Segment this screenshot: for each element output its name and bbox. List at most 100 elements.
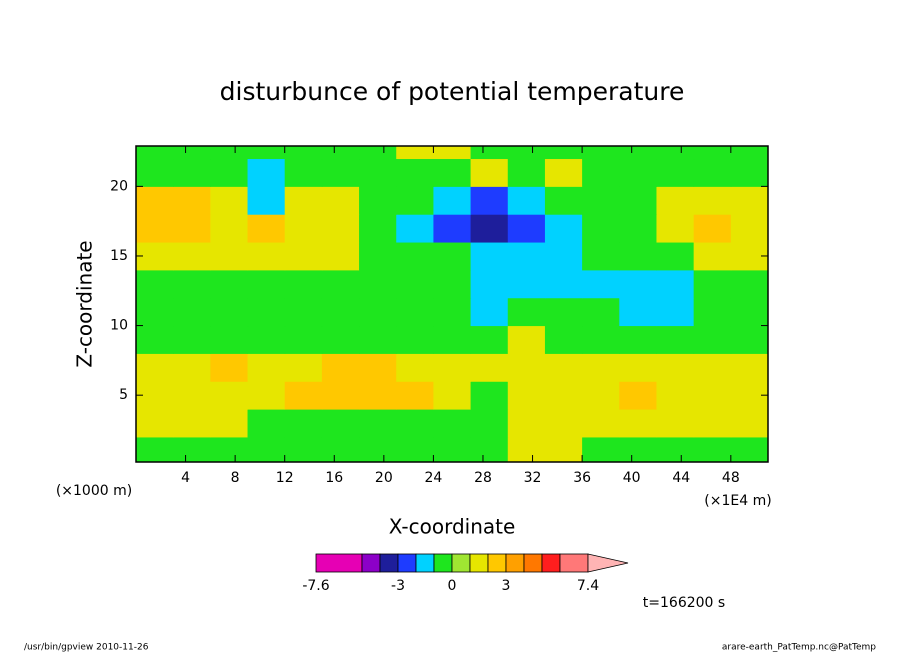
x-tick-label: 48 (722, 470, 740, 486)
contour-cell (693, 186, 732, 215)
contour-cell (321, 325, 360, 354)
contour-cell (136, 146, 174, 160)
contour-cell (247, 158, 286, 187)
contour-cell (321, 297, 360, 327)
contour-cell (247, 146, 286, 160)
contour-cell (284, 146, 323, 160)
colorbar-tick-label: 0 (448, 578, 457, 594)
contour-cell (321, 353, 360, 382)
contour-cell (433, 381, 472, 410)
colorbar-tick-label: -3 (391, 578, 405, 594)
contour-cell (544, 214, 583, 243)
contour-cell (173, 269, 211, 299)
contour-cell (173, 242, 211, 271)
contour-cell (730, 436, 768, 462)
colorbar-box (487, 553, 507, 573)
contour-cell (730, 214, 768, 243)
colorbar-extension (587, 553, 629, 573)
contour-cell (544, 381, 583, 410)
colorbar-box (523, 553, 543, 573)
x-axis-label: X-coordinate (389, 515, 516, 539)
contour-cell (693, 297, 732, 327)
contour-cell (433, 158, 472, 187)
contour-cell (544, 409, 583, 438)
contour-cell (507, 297, 546, 327)
contour-cell (470, 186, 509, 215)
contour-cell (730, 146, 768, 160)
contour-cell (619, 297, 657, 327)
contour-cell (693, 269, 732, 299)
contour-cell (507, 325, 546, 354)
contour-cell (582, 325, 620, 354)
contour-cell (396, 146, 434, 160)
contour-cell (247, 297, 286, 327)
contour-cell (396, 325, 434, 354)
x-tick-label: 36 (573, 470, 591, 486)
contour-cell (656, 214, 695, 243)
contour-cell (470, 353, 509, 382)
contour-cell (321, 269, 360, 299)
contour-cell (544, 297, 583, 327)
contour-cell (730, 186, 768, 215)
contour-cell (693, 242, 732, 271)
contour-cell (433, 436, 472, 462)
contour-cell (284, 436, 323, 462)
contour-cell (619, 242, 657, 271)
x-tick-label: 32 (524, 470, 542, 486)
y-unit: (×1000 m) (56, 483, 132, 499)
contour-cell (396, 186, 434, 215)
contour-cell (321, 409, 360, 438)
contour-cell (730, 269, 768, 299)
contour-cell (656, 381, 695, 410)
contour-cell (544, 158, 583, 187)
contour-cell (247, 325, 286, 354)
contour-cell (359, 325, 397, 354)
contour-cell (321, 214, 360, 243)
contour-cell (321, 158, 360, 187)
contour-cell (470, 242, 509, 271)
contour-cell (619, 158, 657, 187)
contour-cell (359, 269, 397, 299)
contour-cell (173, 214, 211, 243)
contour-cell (396, 214, 434, 243)
contour-cell (582, 186, 620, 215)
contour-cell (507, 158, 546, 187)
x-tick-label: 12 (276, 470, 294, 486)
colorbar-tick-label: 3 (502, 578, 511, 594)
contour-cell (321, 436, 360, 462)
contour-cell (359, 381, 397, 410)
colorbar-box (541, 553, 561, 573)
contour-cell (433, 325, 472, 354)
contour-cell (396, 381, 434, 410)
contour-cell (247, 353, 286, 382)
contour-cell (210, 409, 249, 438)
contour-cell (210, 186, 249, 215)
contour-cell (693, 353, 732, 382)
contour-cell (284, 214, 323, 243)
contour-cell (433, 269, 472, 299)
contour-cell (433, 214, 472, 243)
contour-cell (321, 146, 360, 160)
footer-left: /usr/bin/gpview 2010-11-26 (24, 643, 149, 653)
contour-cell (470, 325, 509, 354)
contour-cell (136, 409, 174, 438)
contour-cell (507, 381, 546, 410)
contour-cell (433, 242, 472, 271)
contour-cell (359, 146, 397, 160)
contour-cell (693, 158, 732, 187)
colorbar-box (505, 553, 525, 573)
contour-cell (730, 353, 768, 382)
colorbar-box (433, 553, 453, 573)
contour-cell (507, 242, 546, 271)
contour-cell (656, 353, 695, 382)
contour-cell (544, 146, 583, 160)
contour-cell (693, 381, 732, 410)
contour-cell (582, 269, 620, 299)
contour-cell (210, 436, 249, 462)
contour-cell (656, 409, 695, 438)
contour-cell (321, 242, 360, 271)
contour-cell (693, 146, 732, 160)
x-tick-label: 20 (375, 470, 393, 486)
contour-cell (136, 436, 174, 462)
contour-cell (730, 297, 768, 327)
